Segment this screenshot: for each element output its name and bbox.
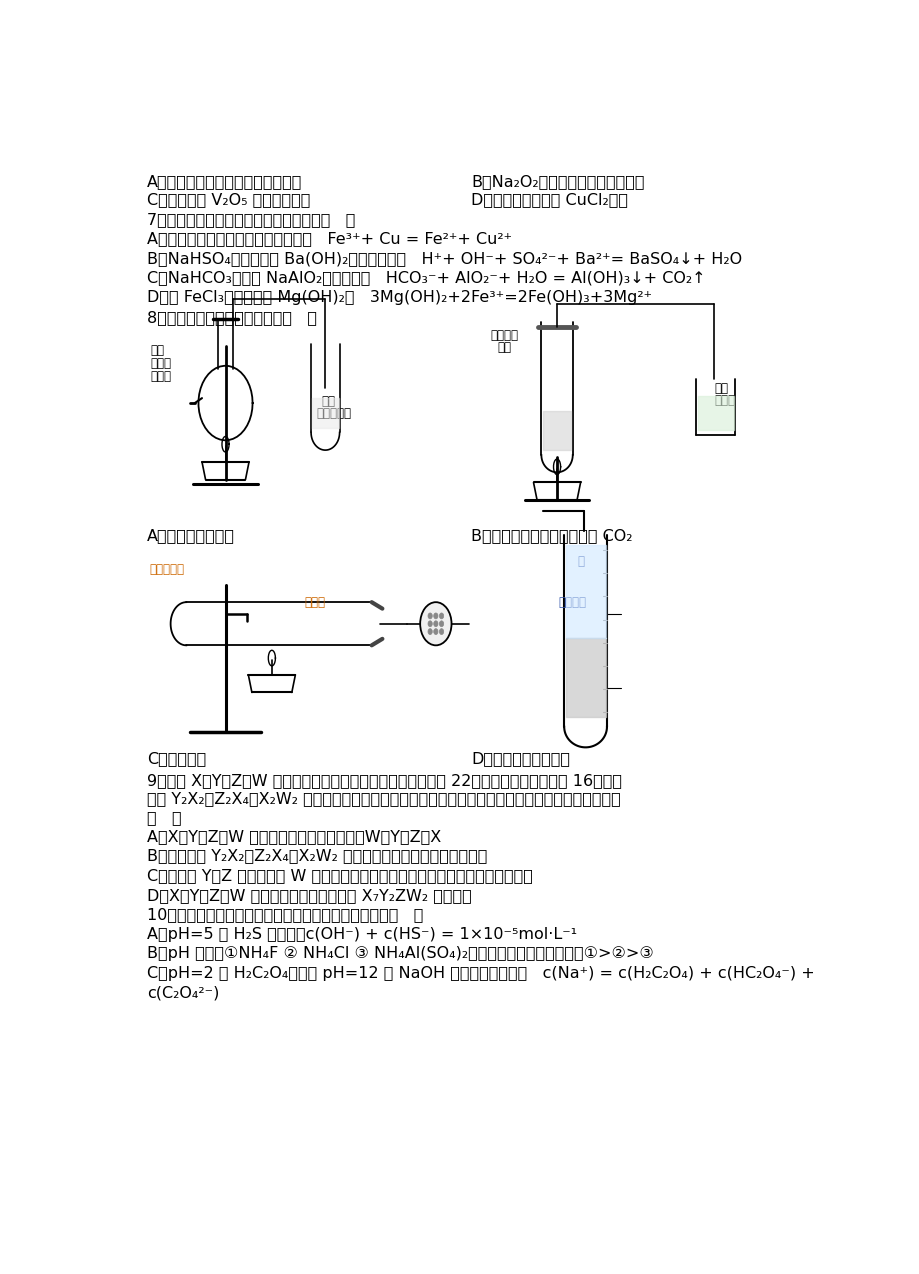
Text: B．pH 相同的①NH₄F ② NH₄Cl ③ NH₄Al(SO₄)₂三种溶液的物质的量浓度：①>②>③: B．pH 相同的①NH₄F ② NH₄Cl ③ NH₄Al(SO₄)₂三种溶液的…: [147, 947, 653, 962]
Text: D．X、Y、Z、W 四种元素可形成化学式为 X₇Y₂ZW₂ 的化合物: D．X、Y、Z、W 四种元素可形成化学式为 X₇Y₂ZW₂ 的化合物: [147, 888, 471, 903]
Circle shape: [427, 628, 432, 634]
Text: A．碳酸钡粉末加入到足量稀硫酸中: A．碳酸钡粉末加入到足量稀硫酸中: [147, 175, 302, 190]
Text: 饱和: 饱和: [322, 395, 335, 408]
Text: 冰醋酸: 冰醋酸: [151, 369, 172, 382]
Circle shape: [439, 613, 443, 619]
Text: A．X、Y、Z、W 的原子半径的大小关系为：W＞Y＞Z＞X: A．X、Y、Z、W 的原子半径的大小关系为：W＞Y＞Z＞X: [147, 829, 441, 843]
Text: （   ）: （ ）: [147, 810, 182, 826]
Text: C．铝与足量 V₂O₅ 发生铝热反应: C．铝与足量 V₂O₅ 发生铝热反应: [147, 192, 310, 208]
Circle shape: [433, 620, 437, 627]
Text: c(C₂O₄²⁻): c(C₂O₄²⁻): [147, 986, 220, 1001]
Text: 石灰水: 石灰水: [713, 394, 734, 408]
Text: D．吸收氯气并防倒吸: D．吸收氯气并防倒吸: [471, 752, 570, 766]
Text: 浓硫酸: 浓硫酸: [151, 357, 172, 369]
Text: A．乙酸乙酯的制备: A．乙酸乙酯的制备: [147, 527, 235, 543]
Circle shape: [427, 613, 432, 619]
Text: B．检验碳酸氢钠受热分解的 CO₂: B．检验碳酸氢钠受热分解的 CO₂: [471, 527, 632, 543]
Text: 水: 水: [576, 555, 584, 568]
Text: 乙醇: 乙醇: [151, 344, 165, 357]
Text: C．pH=2 的 H₂C₂O₄溶液与 pH=12 的 NaOH 溶液等体积混合：   c(Na⁺) = c(H₂C₂O₄) + c(HC₂O₄⁻) +: C．pH=2 的 H₂C₂O₄溶液与 pH=12 的 NaOH 溶液等体积混合：…: [147, 966, 814, 981]
Text: A．浓三氯化铁用于制作印刷线路板：   Fe³⁺+ Cu = Fe²⁺+ Cu²⁺: A．浓三氯化铁用于制作印刷线路板： Fe³⁺+ Cu = Fe²⁺+ Cu²⁺: [147, 232, 512, 246]
Text: 粉末: 粉末: [496, 341, 511, 354]
Circle shape: [439, 620, 443, 627]
Text: 9．元素 X、Y、Z、W 的原子序数依次增大，且原子序数之和为 22，最外层电子数之和为 16，在化: 9．元素 X、Y、Z、W 的原子序数依次增大，且原子序数之和为 22，最外层电子…: [147, 773, 621, 787]
Circle shape: [420, 603, 451, 646]
Text: B．NaHSO₄溶液中滴加 Ba(OH)₂溶液至中性：   H⁺+ OH⁻+ SO₄²⁻+ Ba²⁺= BaSO₄↓+ H₂O: B．NaHSO₄溶液中滴加 Ba(OH)₂溶液至中性： H⁺+ OH⁻+ SO₄…: [147, 251, 742, 266]
Text: B．Na₂O₂粉末空气中露置一段时间: B．Na₂O₂粉末空气中露置一段时间: [471, 175, 644, 190]
Text: 10．一定温度下，下列溶液的离子浓度关系式正确的是（   ）: 10．一定温度下，下列溶液的离子浓度关系式正确的是（ ）: [147, 907, 423, 922]
Circle shape: [433, 613, 437, 619]
Circle shape: [427, 620, 432, 627]
Text: 澄清: 澄清: [713, 382, 727, 395]
Text: 氯化铵固体: 氯化铵固体: [149, 563, 184, 576]
Text: 碱石灰: 碱石灰: [303, 596, 324, 609]
Text: B．在化合物 Y₂X₂、Z₂X₄、X₂W₂ 中，分子所含的共用电子对数相等: B．在化合物 Y₂X₂、Z₂X₄、X₂W₂ 中，分子所含的共用电子对数相等: [147, 848, 487, 864]
Text: C．制备氨气: C．制备氨气: [147, 752, 206, 766]
Text: A．pH=5 的 H₂S 溶液中：c(OH⁻) + c(HS⁻) = 1×10⁻⁵mol·L⁻¹: A．pH=5 的 H₂S 溶液中：c(OH⁻) + c(HS⁻) = 1×10⁻…: [147, 927, 576, 941]
Text: D．向 FeCl₃溶液中加入 Mg(OH)₂：   3Mg(OH)₂+2Fe³⁺=2Fe(OH)₃+3Mg²⁺: D．向 FeCl₃溶液中加入 Mg(OH)₂： 3Mg(OH)₂+2Fe³⁺=2…: [147, 290, 652, 306]
Circle shape: [439, 628, 443, 634]
Text: C．NaHCO₃溶液与 NaAlO₂溶液反应：   HCO₃⁻+ AlO₂⁻+ H₂O = Al(OH)₃↓+ CO₂↑: C．NaHCO₃溶液与 NaAlO₂溶液反应： HCO₃⁻+ AlO₂⁻+ H₂…: [147, 270, 705, 285]
Text: 碳酸氢钠: 碳酸氢钠: [490, 330, 518, 343]
Text: 7．能正确表示下列反应的离子方程式是（   ）: 7．能正确表示下列反应的离子方程式是（ ）: [147, 211, 355, 227]
Text: 四氯化碳: 四氯化碳: [558, 596, 585, 609]
Text: 8．下列图示能达到实验目的是（   ）: 8．下列图示能达到实验目的是（ ）: [147, 310, 317, 325]
Text: D．将足量铁屑投入 CuCl₂溶液: D．将足量铁屑投入 CuCl₂溶液: [471, 192, 628, 208]
Text: 碳酸钠溶液: 碳酸钠溶液: [316, 406, 351, 420]
Circle shape: [433, 628, 437, 634]
Text: 合物 Y₂X₂、Z₂X₄、X₂W₂ 中，相应分子内各原子最外层电子都满足相应稳定结构。下列说法正确的是: 合物 Y₂X₂、Z₂X₄、X₂W₂ 中，相应分子内各原子最外层电子都满足相应稳定…: [147, 791, 620, 806]
Text: C．与元素 Y、Z 相比，元素 W 形成的简单氢化物最稳定，是因为其分子间存在氢键: C．与元素 Y、Z 相比，元素 W 形成的简单氢化物最稳定，是因为其分子间存在氢…: [147, 868, 532, 883]
